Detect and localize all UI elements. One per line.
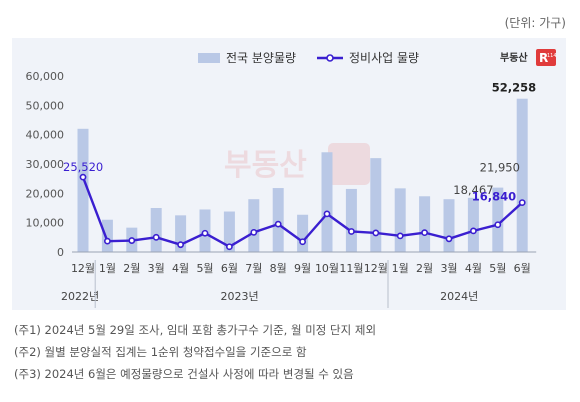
brand-badge-sub: 114 (547, 53, 557, 59)
y-tick-label: 30,000 (26, 158, 65, 171)
brand-name: 부동산 (500, 51, 528, 64)
x-tick-label: 5월 (196, 262, 213, 275)
bar (101, 219, 113, 252)
data-label: 21,950 (480, 161, 520, 175)
line-point (421, 229, 428, 237)
footnote-2: (주2) 월별 분양실적 집계는 1순위 청약접수일을 기준으로 함 (14, 345, 307, 359)
x-tick-label: 4월 (172, 262, 189, 275)
bar (77, 128, 89, 252)
bar (394, 188, 406, 252)
x-tick-label: 9월 (294, 262, 311, 275)
x-tick-label: 10월 (315, 262, 339, 275)
footnote-3: (주3) 2024년 6월은 예정물량으로 건설사 사정에 따라 변경될 수 있… (14, 367, 354, 381)
line-point (177, 241, 184, 249)
watermark-brand: 부동산 (224, 148, 307, 183)
x-tick-label: 4월 (465, 262, 482, 275)
line-point (396, 232, 404, 240)
bar (223, 211, 235, 252)
line-point (274, 220, 282, 228)
y-tick-label: 0 (57, 246, 64, 259)
line-point (323, 210, 331, 218)
x-tick-label: 6월 (221, 262, 238, 275)
chart-svg: 0 10,000 20,000 30,000 40,000 50,000 60,000 25,… (26, 49, 557, 308)
bar (516, 98, 528, 252)
legend-label-line: 정비사업 물량 (349, 51, 419, 65)
line-point (494, 221, 502, 229)
year-label: 2022년 (61, 290, 99, 303)
y-tick-label: 60,000 (26, 70, 65, 83)
unit-label: (단위: 가구) (504, 16, 566, 30)
line-point (347, 228, 355, 235)
data-label: 18,467 (453, 183, 493, 197)
bar (175, 215, 187, 252)
watermark-logo: 부동산 (224, 143, 370, 185)
data-label: 16,840 (472, 190, 516, 204)
bar (321, 152, 333, 252)
line-point (250, 228, 258, 236)
line-point (225, 243, 233, 251)
legend-marker-line (326, 54, 334, 62)
x-tick-label: 7월 (245, 262, 262, 275)
y-tick-label: 20,000 (26, 187, 65, 200)
x-tick-label: 5월 (489, 262, 506, 275)
data-label: 25,520 (63, 160, 103, 174)
x-tick-label: 3월 (148, 262, 165, 275)
x-tick-label: 6월 (514, 262, 531, 275)
bar (248, 199, 260, 252)
line-point (79, 173, 87, 181)
bar (492, 187, 504, 252)
y-tick-label: 40,000 (26, 129, 65, 142)
x-tick-label: 8월 (270, 262, 287, 275)
y-tick-label: 50,000 (26, 99, 65, 112)
footnote-1: (주1) 2024년 5월 29일 조사, 임대 포함 총가구수 기준, 월 미… (14, 323, 377, 337)
data-label: 52,258 (492, 81, 536, 95)
line-point (201, 229, 209, 237)
watermark-badge (328, 143, 370, 185)
bar (345, 188, 357, 252)
bar (443, 199, 455, 252)
legend-label-bar: 전국 분양물량 (226, 51, 296, 65)
x-tick-label: 12월 (364, 262, 388, 275)
bar (297, 214, 309, 252)
line-point (372, 229, 380, 237)
bar (467, 197, 479, 252)
line-point (152, 233, 160, 241)
bar (419, 196, 431, 252)
legend-swatch-bar (198, 53, 220, 63)
line-point (128, 237, 136, 244)
chart-panel: 부동산 0 10,000 20,000 30,000 40,000 50,000 60,00… (12, 38, 566, 310)
year-label: 2023년 (221, 290, 259, 303)
x-tick-label: 1월 (99, 262, 116, 275)
brand-badge (536, 49, 556, 66)
bar (272, 188, 284, 252)
x-tick-label: 2월 (416, 262, 433, 275)
x-tick-label: 1월 (392, 262, 409, 275)
x-tick-label: 12월 (71, 262, 95, 275)
line-point (469, 227, 477, 235)
x-tick-label: 11월 (339, 262, 363, 275)
bar (370, 158, 382, 252)
year-label: 2024년 (440, 290, 478, 303)
brand-badge-letter: R (539, 51, 548, 65)
x-tick-label: 3월 (440, 262, 457, 275)
line-point (518, 199, 526, 207)
line-point (299, 238, 306, 246)
line-point (445, 235, 453, 243)
y-tick-label: 10,000 (26, 217, 65, 230)
bar (150, 208, 162, 252)
line-point (104, 237, 111, 245)
x-tick-label: 2월 (123, 262, 140, 275)
